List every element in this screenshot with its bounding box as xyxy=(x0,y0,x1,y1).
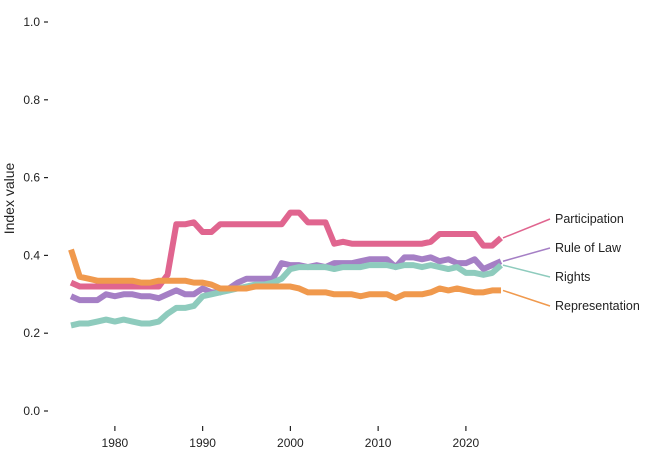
x-axis: 1980 1990 2000 2010 2020 xyxy=(102,426,480,450)
y-tick-label: 0.2 xyxy=(23,326,40,340)
x-tick-label: 2020 xyxy=(453,436,480,450)
series-line-representation xyxy=(68,248,501,302)
y-axis: 0.0 0.2 0.4 0.6 0.8 1.0 xyxy=(23,15,48,418)
series-label-representation: Representation xyxy=(555,299,640,313)
series-label-rule-of-law: Rule of Law xyxy=(555,241,622,255)
series-line-participation xyxy=(69,209,503,290)
label-connector-rule-of-law xyxy=(502,247,551,262)
x-tick-label: 2000 xyxy=(277,436,304,450)
x-tick-label: 2010 xyxy=(365,436,392,450)
x-tick-label: 1990 xyxy=(189,436,216,450)
x-tick-label: 1980 xyxy=(102,436,129,450)
y-tick-label: 0.0 xyxy=(23,404,40,418)
series-line-rule-of-law xyxy=(69,254,503,304)
label-connector-participation xyxy=(502,218,551,239)
series-lines xyxy=(68,209,503,329)
series-labels: Participation Rule of Law Rights Representa… xyxy=(502,212,640,313)
series-label-rights: Rights xyxy=(555,270,590,284)
label-connector-representation xyxy=(502,289,551,307)
y-tick-label: 0.4 xyxy=(23,248,40,262)
y-tick-label: 1.0 xyxy=(23,15,40,29)
series-line-rights xyxy=(70,262,503,329)
y-tick-label: 0.8 xyxy=(23,93,40,107)
label-connector-rights xyxy=(502,264,551,278)
series-label-participation: Participation xyxy=(555,212,624,226)
y-axis-title: Index value xyxy=(1,162,17,234)
y-tick-label: 0.6 xyxy=(23,171,40,185)
